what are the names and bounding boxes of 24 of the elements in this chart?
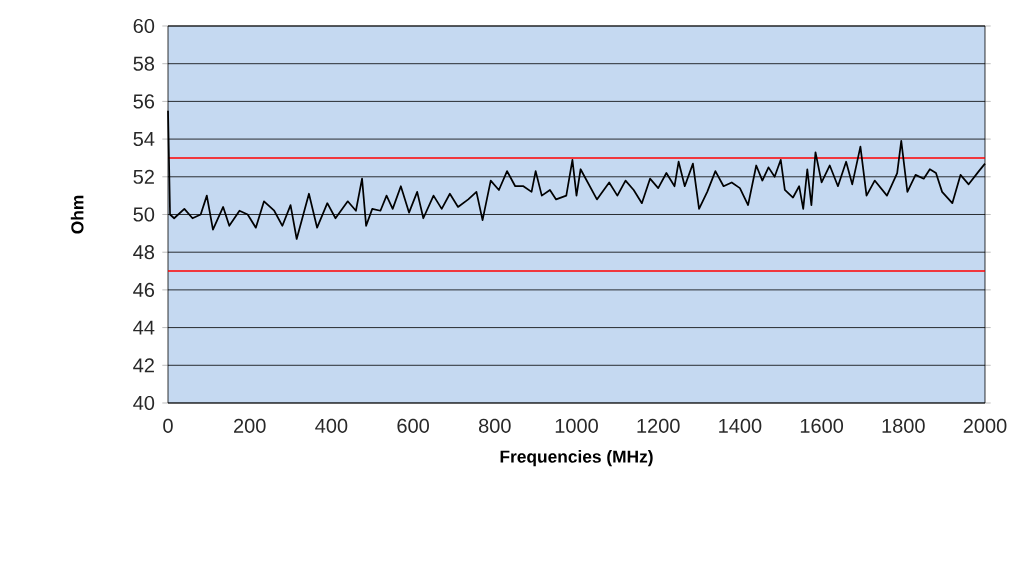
y-tick-label: 46 — [133, 282, 155, 297]
y-tick-label: 44 — [133, 320, 155, 335]
x-tick-label: 1200 — [637, 418, 680, 433]
x-tick-label: 0 — [163, 418, 173, 433]
x-tick-label: 1400 — [719, 418, 762, 433]
y-tick-label: 54 — [133, 132, 155, 147]
x-tick-label: 800 — [479, 418, 511, 433]
x-tick-label: 1600 — [800, 418, 844, 433]
y-tick-label: 52 — [133, 169, 154, 184]
y-tick-label: 50 — [133, 207, 155, 222]
y-tick-label: 58 — [133, 56, 155, 71]
x-tick-label: 1000 — [555, 418, 598, 433]
y-tick-label: 42 — [133, 358, 154, 373]
y-tick-label: 48 — [133, 245, 155, 260]
y-tick-label: 60 — [133, 18, 155, 34]
x-tick-label: 200 — [234, 418, 266, 433]
y-axis-title: Ohm — [70, 195, 84, 234]
x-tick-label: 2000 — [963, 418, 1007, 433]
x-tick-label: 600 — [397, 418, 429, 433]
x-axis-title: Frequencies (MHz) — [500, 450, 653, 467]
y-tick-label: 56 — [133, 94, 155, 109]
y-tick-label: 40 — [133, 395, 155, 411]
x-tick-label: 400 — [315, 418, 348, 433]
x-tick-label: 1800 — [882, 418, 925, 433]
